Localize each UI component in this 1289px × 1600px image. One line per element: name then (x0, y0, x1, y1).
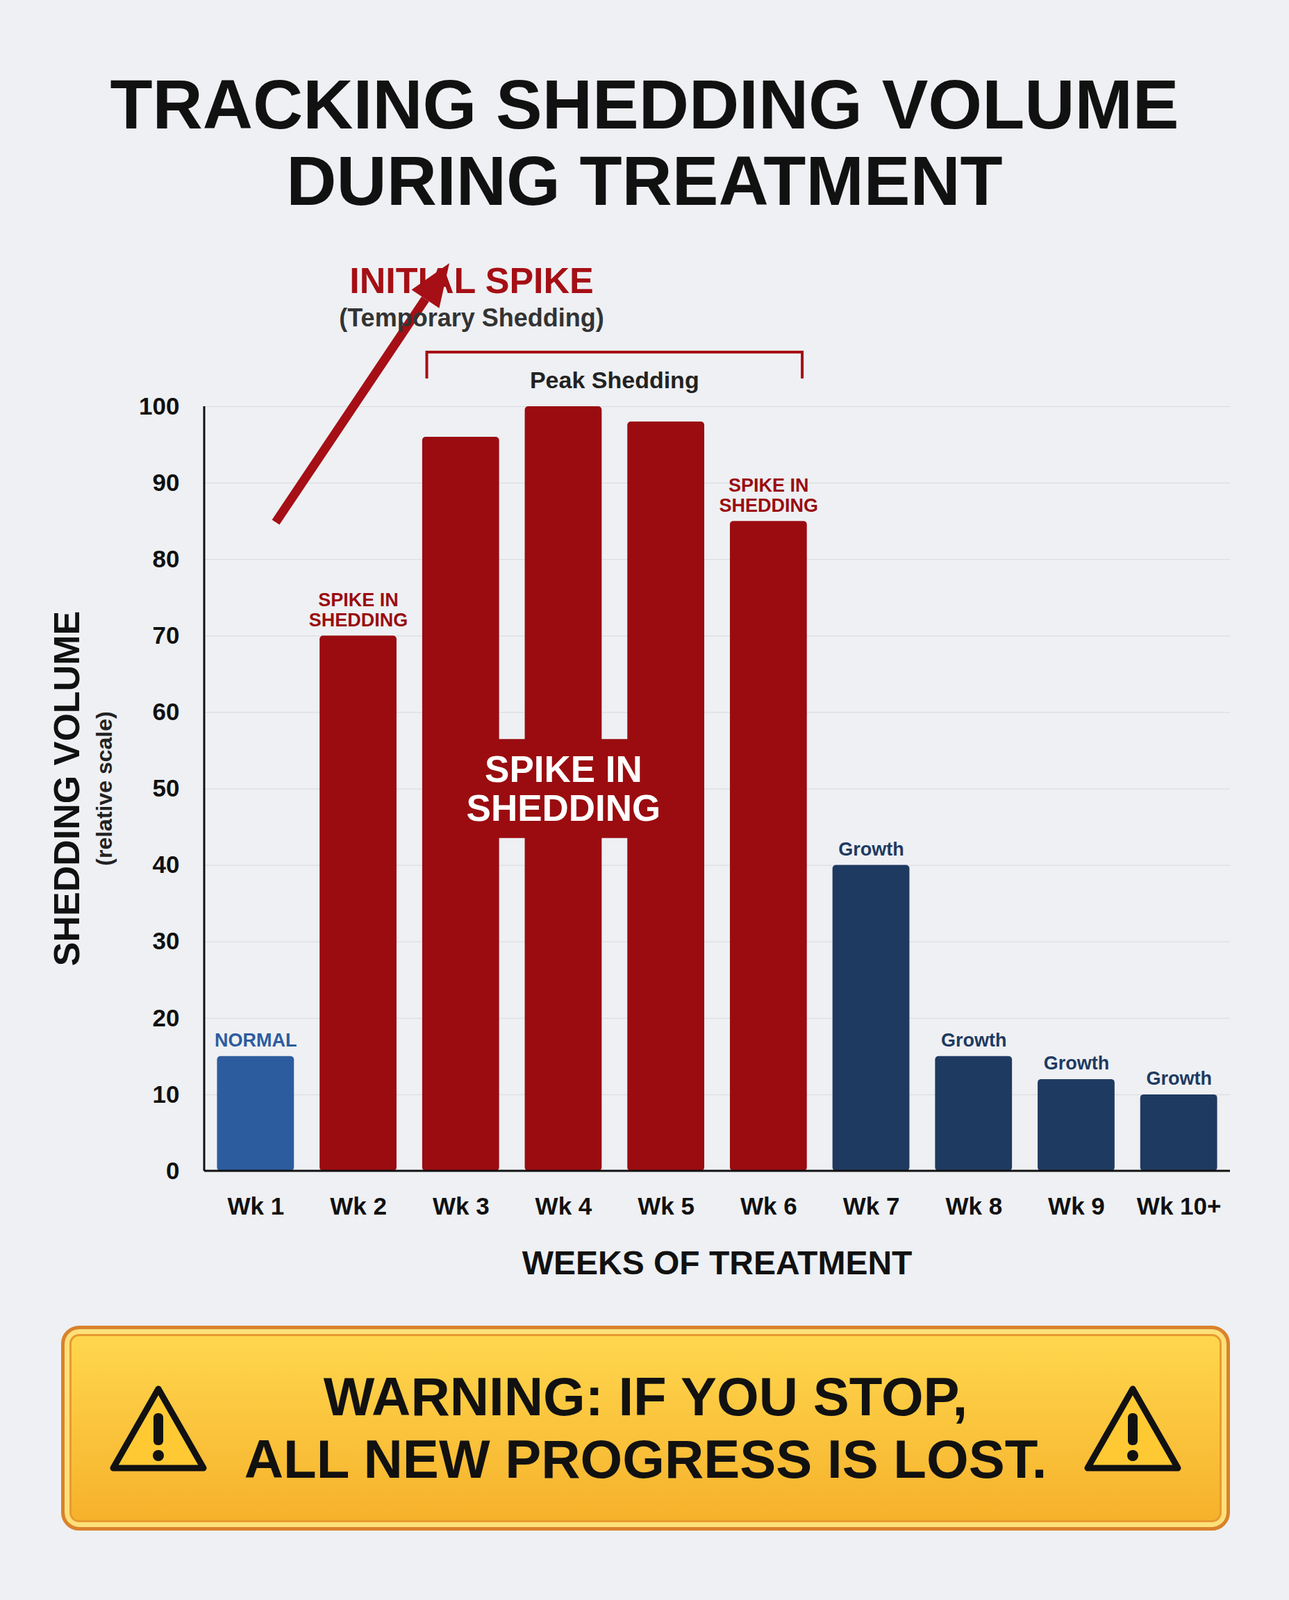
svg-text:SPIKE INSHEDDING: SPIKE INSHEDDING (466, 748, 662, 829)
html-text:TRACKING SHEDDING VOLUME DURIN: TRACKING SHEDDING VOLUME DURING TREATMEN… (110, 65, 1179, 220)
svg-text:Wk 2: Wk 2 (329, 1192, 387, 1220)
svg-text:Wk 4: Wk 4 (535, 1192, 593, 1220)
svg-text:INITIAL SPIKE: INITIAL SPIKE (349, 260, 594, 301)
svg-text:60: 60 (152, 697, 180, 726)
svg-text:70: 70 (152, 621, 180, 649)
svg-text:Peak Shedding: Peak Shedding (529, 366, 700, 394)
svg-text:Growth: Growth (838, 838, 905, 860)
svg-text:(Temporary Shedding): (Temporary Shedding) (338, 303, 604, 332)
svg-text:30: 30 (152, 927, 180, 955)
html-text:ALL NEW PROGRESS IS LOST.: ALL NEW PROGRESS IS LOST. (244, 1428, 1047, 1490)
html-text:WARNING: IF YOU STOP,: WARNING: IF YOU STOP, (323, 1365, 968, 1428)
svg-text:Wk 8: Wk 8 (945, 1192, 1003, 1220)
svg-text:Wk 1: Wk 1 (227, 1192, 285, 1220)
svg-text:100: 100 (138, 392, 180, 420)
svg-text:WEEKS OF TREATMENT: WEEKS OF TREATMENT (522, 1244, 913, 1282)
svg-text:Growth: Growth (1043, 1052, 1110, 1074)
svg-text:Growth: Growth (941, 1029, 1008, 1051)
svg-text:40: 40 (152, 850, 180, 878)
svg-text:Wk 6: Wk 6 (740, 1192, 798, 1220)
svg-text:50: 50 (152, 774, 180, 802)
svg-text:10: 10 (152, 1080, 180, 1108)
svg-text:SPIKE INSHEDDING: SPIKE INSHEDDING (309, 589, 409, 630)
svg-text:NORMAL: NORMAL (214, 1029, 297, 1051)
svg-text:SHEDDING VOLUME: SHEDDING VOLUME (46, 611, 87, 967)
svg-text:Wk 5: Wk 5 (637, 1192, 695, 1220)
svg-text:90: 90 (152, 468, 180, 496)
svg-text:Wk 3: Wk 3 (432, 1192, 490, 1220)
svg-text:(relative scale): (relative scale) (91, 711, 117, 866)
svg-text:SPIKE INSHEDDING: SPIKE INSHEDDING (719, 475, 819, 516)
svg-text:20: 20 (152, 1004, 180, 1032)
svg-text:Wk 10+: Wk 10+ (1136, 1192, 1222, 1220)
svg-text:0: 0 (165, 1157, 180, 1185)
svg-text:Wk 7: Wk 7 (843, 1192, 901, 1220)
svg-text:80: 80 (152, 545, 180, 573)
svg-text:Wk 9: Wk 9 (1048, 1192, 1105, 1220)
svg-text:Growth: Growth (1145, 1068, 1212, 1089)
